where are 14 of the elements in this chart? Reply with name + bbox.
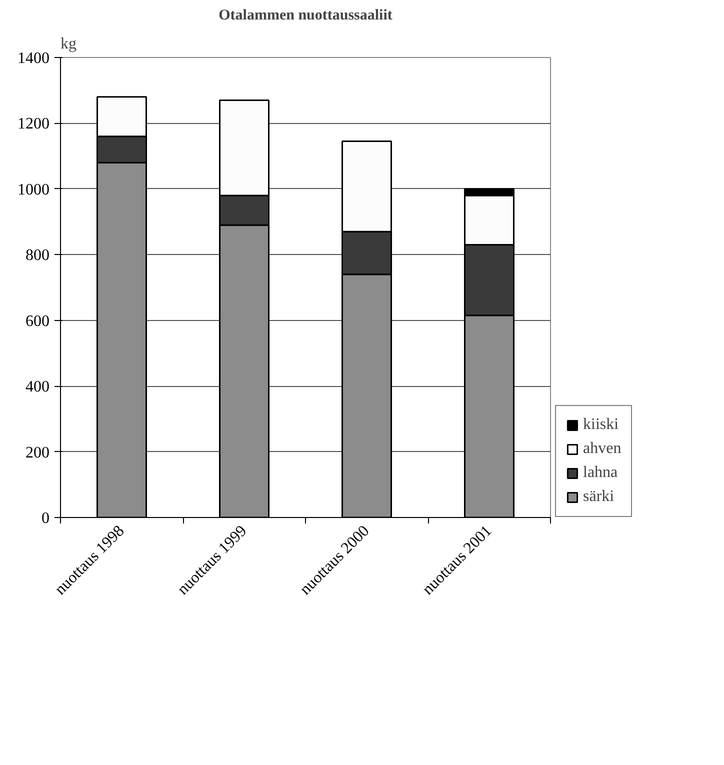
legend-label: kiiski xyxy=(583,416,619,434)
y-tick-label: 400 xyxy=(26,378,50,396)
y-tick-label: 1000 xyxy=(18,181,50,198)
legend-label: ahven xyxy=(583,440,622,458)
y-tick-label: 200 xyxy=(26,444,50,462)
legend-label: lahna xyxy=(583,464,618,482)
y-tick-label: 1400 xyxy=(18,50,50,67)
y-tick-label: 800 xyxy=(26,247,50,264)
y-tick-label: 0 xyxy=(42,510,50,527)
legend-label: särki xyxy=(583,488,614,506)
y-tick-label: 1200 xyxy=(18,116,50,133)
y-tick-label: 600 xyxy=(26,312,50,330)
y-axis-title: kg xyxy=(60,36,76,52)
chart-title: Otalammen nuottaussaaliit xyxy=(218,8,392,24)
